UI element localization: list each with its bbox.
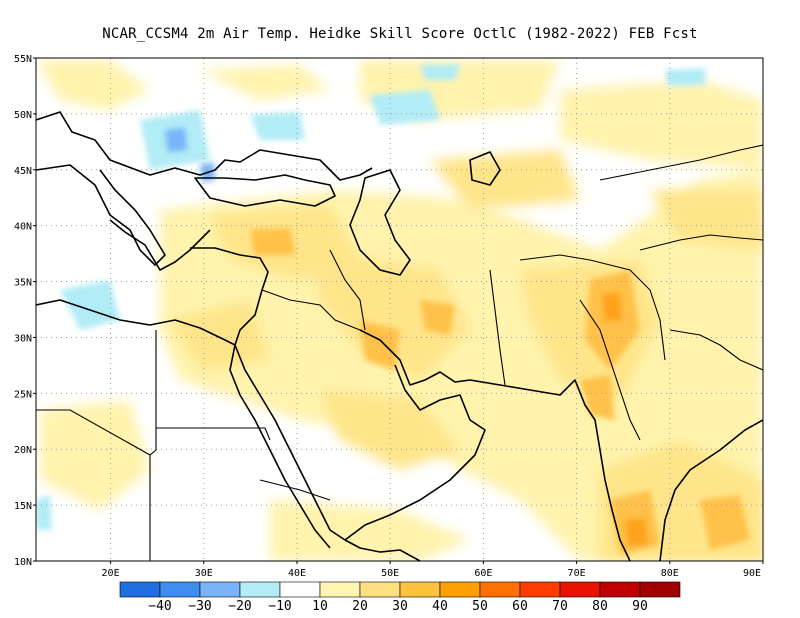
coast-north-africa — [36, 299, 236, 346]
coast-india-east — [659, 419, 763, 561]
border-kazakhstan — [599, 144, 763, 181]
border-afghanistan-pakistan — [519, 254, 666, 361]
map-plot-area — [36, 58, 763, 561]
border-sudan-eritrea — [259, 479, 331, 501]
longitude-label: 90E — [743, 568, 761, 579]
colorbar: −40 −30 −20 −10 10 20 30 40 50 60 70 80 90 — [119, 581, 681, 614]
colorbar-label: 40 — [432, 599, 448, 614]
longitude-label: 40E — [288, 568, 306, 579]
coast-europe-north — [36, 111, 373, 181]
colorbar-swatch — [239, 581, 281, 598]
border-himalaya — [669, 329, 763, 371]
chart-title: NCAR_CCSM4 2m Air Temp. Heidke Skill Sco… — [102, 26, 698, 42]
longitude-label: 50E — [381, 568, 399, 579]
longitude-labels: 20E 30E 40E 50E 60E 70E 80E 90E — [102, 561, 764, 579]
longitude-label: 30E — [195, 568, 213, 579]
longitude-label: 60E — [474, 568, 492, 579]
colorbar-swatch — [359, 581, 401, 598]
latitude-label: 30N — [14, 333, 32, 344]
coast-gulf-of-aden — [344, 539, 421, 561]
border-pakistan-india — [579, 299, 641, 441]
colorbar-label: 50 — [472, 599, 488, 614]
border-china — [639, 234, 763, 251]
country-borders — [36, 144, 763, 561]
latitude-label: 10N — [14, 557, 32, 568]
colorbar-label: 60 — [512, 599, 528, 614]
colorbar-label: 20 — [352, 599, 368, 614]
coast-caspian-sea — [349, 169, 411, 276]
longitude-label: 70E — [568, 568, 586, 579]
colorbar-swatch — [639, 581, 681, 598]
longitude-label: 20E — [102, 568, 120, 579]
colorbar-swatch — [599, 581, 641, 598]
colorbar-label: 30 — [392, 599, 408, 614]
coast-red-sea-east — [234, 289, 346, 541]
colorbar-label: −40 — [148, 599, 171, 614]
latitude-label: 15N — [14, 501, 32, 512]
colorbar-swatch — [479, 581, 521, 598]
colorbar-swatch — [279, 581, 321, 598]
map-frame — [35, 57, 764, 562]
coastlines — [36, 111, 763, 561]
border-egypt-sudan — [156, 427, 271, 441]
latitude-label: 45N — [14, 166, 32, 177]
shading-dark-orange — [602, 292, 648, 546]
latitude-labels: 55N 50N 45N 40N 35N 30N 25N 20N 15N 10N — [14, 54, 36, 568]
colorbar-swatch — [199, 581, 241, 598]
coast-red-sea-west — [229, 344, 331, 549]
coast-italy-balkans — [36, 164, 166, 266]
colorbar-swatch — [519, 581, 561, 598]
colorbar-label: 70 — [552, 599, 568, 614]
colorbar-label: 10 — [312, 599, 328, 614]
colorbar-swatch — [559, 581, 601, 598]
latitude-label: 20N — [14, 445, 32, 456]
latitude-label: 35N — [14, 278, 32, 289]
longitude-label: 80E — [661, 568, 679, 579]
colorbar-swatch — [159, 581, 201, 598]
colorbar-label: −20 — [228, 599, 251, 614]
border-iraq-iran — [329, 249, 366, 331]
coast-greece — [109, 219, 211, 271]
colorbar-swatch — [439, 581, 481, 598]
latitude-label: 40N — [14, 222, 32, 233]
latitude-label: 50N — [14, 110, 32, 121]
coast-persian-gulf-north — [359, 329, 471, 386]
coast-aral-sea — [469, 151, 501, 186]
border-syria-iraq — [261, 289, 361, 331]
coast-india-west — [469, 379, 631, 561]
shading-orange — [250, 228, 750, 555]
colorbar-label: −30 — [188, 599, 211, 614]
colorbar-label: −10 — [268, 599, 291, 614]
coast-arabia-south — [344, 364, 486, 541]
skill-shading — [36, 60, 763, 561]
colorbar-swatch — [319, 581, 361, 598]
colorbar-swatch — [399, 581, 441, 598]
border-libya-egypt — [149, 330, 157, 561]
coast-black-sea — [194, 174, 336, 207]
colorbar-label: 80 — [592, 599, 608, 614]
border-iran-afghanistan — [489, 269, 506, 386]
colorbar-swatch — [119, 581, 161, 598]
latitude-label: 25N — [14, 389, 32, 400]
latitude-label: 55N — [14, 54, 32, 65]
colorbar-label: 90 — [632, 599, 648, 614]
coast-turkey-south — [190, 247, 269, 291]
border-chad-libya — [36, 409, 151, 456]
